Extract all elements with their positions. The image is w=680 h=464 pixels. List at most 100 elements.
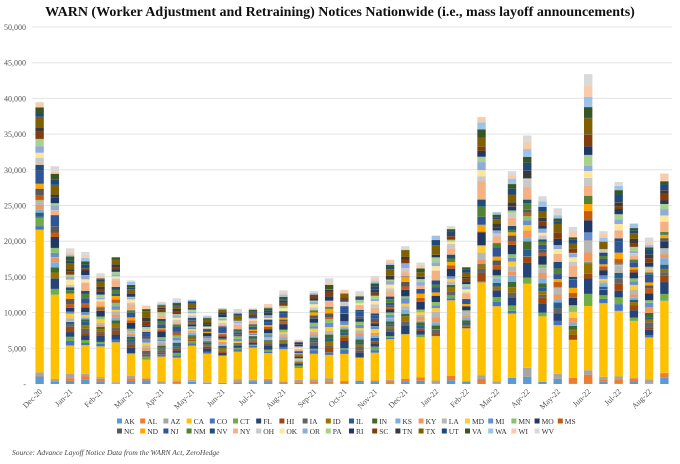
- bar-segment-or: [660, 209, 669, 216]
- bar-segment-wa: [81, 257, 90, 262]
- y-tick-label: 20,000: [4, 237, 26, 246]
- bar-segment-ak: [538, 381, 547, 384]
- bar-segment-ny: [629, 255, 639, 260]
- bar-stack: [187, 299, 197, 384]
- bar-segment-nm: [599, 255, 608, 260]
- bar-segment-nc: [248, 331, 258, 332]
- bar-segment-id: [96, 329, 105, 332]
- bar-segment-oh: [599, 249, 608, 253]
- bar-segment-wv: [65, 248, 75, 252]
- bar-stack: [203, 315, 212, 384]
- bar-segment-wv: [309, 291, 319, 293]
- bar-segment-mo: [218, 336, 227, 339]
- bar-segment-nd: [629, 267, 639, 270]
- bar-segment-sc: [81, 268, 90, 271]
- bar-segment-fl: [309, 345, 319, 349]
- bar-segment-nj: [279, 313, 288, 318]
- x-tick-label: Jan-22: [419, 387, 440, 408]
- bar-segment-mo: [355, 319, 364, 322]
- bar-segment-in: [355, 339, 364, 343]
- bar-segment-va: [248, 309, 258, 312]
- bar-segment-ia: [111, 327, 120, 331]
- bar-segment-id: [538, 291, 547, 295]
- bar-segment-va: [477, 129, 486, 138]
- bar-segment-or: [233, 321, 242, 323]
- bar-segment-ia: [279, 342, 288, 344]
- bar-segment-hi: [538, 297, 547, 304]
- legend-label: ND: [147, 427, 158, 436]
- legend-item-mn: MN: [511, 417, 531, 426]
- bar-segment-mn: [538, 264, 547, 269]
- bar-segment-sc: [96, 289, 105, 292]
- bar-segment-ky: [507, 271, 517, 276]
- bar-segment-hi: [523, 256, 532, 263]
- bar-segment-or: [584, 165, 593, 172]
- bar-segment-nj: [203, 329, 212, 332]
- bar-segment-ny: [218, 324, 227, 327]
- bar-segment-ms: [538, 252, 547, 257]
- bar-segment-ny: [111, 280, 120, 287]
- bar-segment-md: [96, 319, 105, 323]
- bar-segment-ca: [264, 353, 273, 379]
- legend-swatch: [163, 428, 169, 434]
- bar-segment-mi: [264, 334, 273, 338]
- bar-segment-la: [294, 360, 303, 362]
- bar-segment-nm: [644, 272, 654, 275]
- bar-segment-ca: [294, 367, 303, 380]
- legend-label: AZ: [170, 417, 180, 426]
- y-axis-ticks: - 5,000 10,000 15,000 20,000 25,000 30,000 35,0…: [4, 23, 26, 389]
- bar-segment-wa: [584, 96, 593, 108]
- bar-segment-nj: [492, 247, 501, 257]
- bar-stack: [111, 256, 120, 384]
- bar-segment-tn: [50, 194, 60, 198]
- legend-item-il: IL: [349, 417, 363, 426]
- legend-label: VA: [472, 427, 482, 436]
- bar-segment-oh: [340, 302, 349, 306]
- bar-segment-ca: [614, 310, 623, 377]
- legend-swatch: [372, 418, 378, 424]
- bar-segment-nv: [568, 276, 578, 280]
- bar-segment-ky: [111, 314, 120, 318]
- bar-segment-va: [65, 256, 75, 261]
- bar-segment-in: [446, 284, 456, 288]
- bar-stack: [218, 308, 227, 384]
- bar-segment-ct: [660, 293, 669, 301]
- bar-segment-az: [294, 379, 303, 382]
- bar-segment-la: [111, 311, 120, 315]
- bar-segment-fl: [599, 289, 608, 296]
- bar-segment-az: [50, 378, 60, 382]
- bar-segment-nd: [96, 306, 105, 308]
- bar-segment-la: [324, 330, 334, 335]
- bar-segment-wi: [523, 142, 532, 150]
- bar-segment-oh: [446, 243, 456, 249]
- bar-stack: [446, 226, 456, 384]
- legend-label: IN: [379, 417, 387, 426]
- bar-segment-co: [264, 351, 273, 354]
- bar-segment-id: [81, 325, 90, 329]
- bar-segment-wi: [35, 102, 44, 108]
- y-tick-label: -: [23, 380, 26, 389]
- bar-segment-pa: [431, 257, 440, 263]
- bar-segment-va: [644, 247, 654, 250]
- bar-segment-mo: [584, 220, 593, 233]
- bar-segment-ny: [65, 286, 75, 288]
- bar-segment-wv: [233, 309, 242, 312]
- bar-segment-pa: [35, 139, 44, 147]
- bar-segment-mn: [492, 275, 501, 278]
- bar-segment-nj: [142, 333, 151, 337]
- bar-segment-ca: [538, 316, 547, 382]
- bar-segment-wa: [309, 292, 319, 295]
- bar-segment-nv: [614, 238, 623, 242]
- bar-segment-nm: [492, 243, 501, 248]
- bar-segment-tn: [203, 322, 212, 324]
- x-tick-label: Jan-21: [53, 387, 74, 408]
- legend-swatch: [256, 428, 262, 434]
- bar-segment-oh: [462, 292, 471, 294]
- bar-segment-nj: [35, 170, 44, 184]
- bar-segment-wa: [370, 281, 380, 284]
- legend-item-ia: IA: [302, 417, 318, 426]
- bar-segment-nv: [477, 199, 486, 207]
- bar-segment-ia: [507, 292, 517, 298]
- bar-segment-oh: [309, 307, 319, 311]
- bar-segment-mo: [446, 268, 456, 277]
